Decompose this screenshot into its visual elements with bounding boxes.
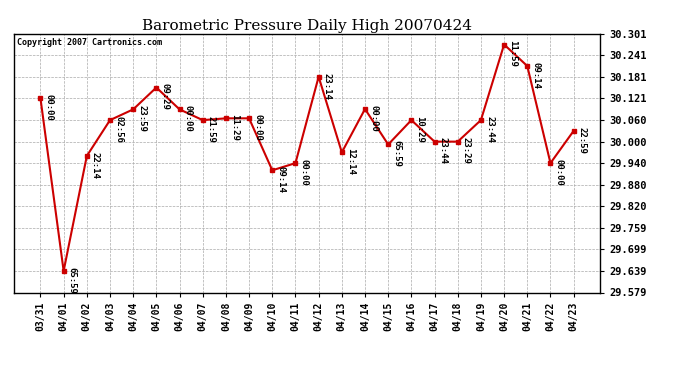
Text: 23:29: 23:29 [462, 138, 471, 164]
Text: 11:29: 11:29 [230, 114, 239, 141]
Text: 65:59: 65:59 [68, 267, 77, 294]
Text: 02:56: 02:56 [114, 116, 124, 143]
Text: 22:59: 22:59 [578, 127, 586, 154]
Text: 00:00: 00:00 [299, 159, 308, 186]
Text: 21:59: 21:59 [207, 116, 216, 143]
Text: 00:00: 00:00 [369, 105, 378, 132]
Text: 10:29: 10:29 [415, 116, 424, 143]
Text: 23:44: 23:44 [439, 138, 448, 164]
Text: 00:00: 00:00 [45, 94, 54, 121]
Text: 12:14: 12:14 [346, 148, 355, 175]
Text: 09:29: 09:29 [161, 83, 170, 110]
Text: 09:14: 09:14 [531, 62, 540, 89]
Text: 65:59: 65:59 [393, 140, 402, 167]
Text: 23:59: 23:59 [137, 105, 146, 132]
Text: 00:00: 00:00 [253, 114, 262, 141]
Text: 23:44: 23:44 [485, 116, 494, 143]
Text: 11:59: 11:59 [509, 40, 518, 67]
Title: Barometric Pressure Daily High 20070424: Barometric Pressure Daily High 20070424 [142, 19, 472, 33]
Text: 00:00: 00:00 [184, 105, 193, 132]
Text: Copyright 2007 Cartronics.com: Copyright 2007 Cartronics.com [17, 38, 161, 46]
Text: 09:14: 09:14 [277, 166, 286, 193]
Text: 23:14: 23:14 [323, 73, 332, 99]
Text: 22:14: 22:14 [91, 152, 100, 178]
Text: 00:00: 00:00 [555, 159, 564, 186]
